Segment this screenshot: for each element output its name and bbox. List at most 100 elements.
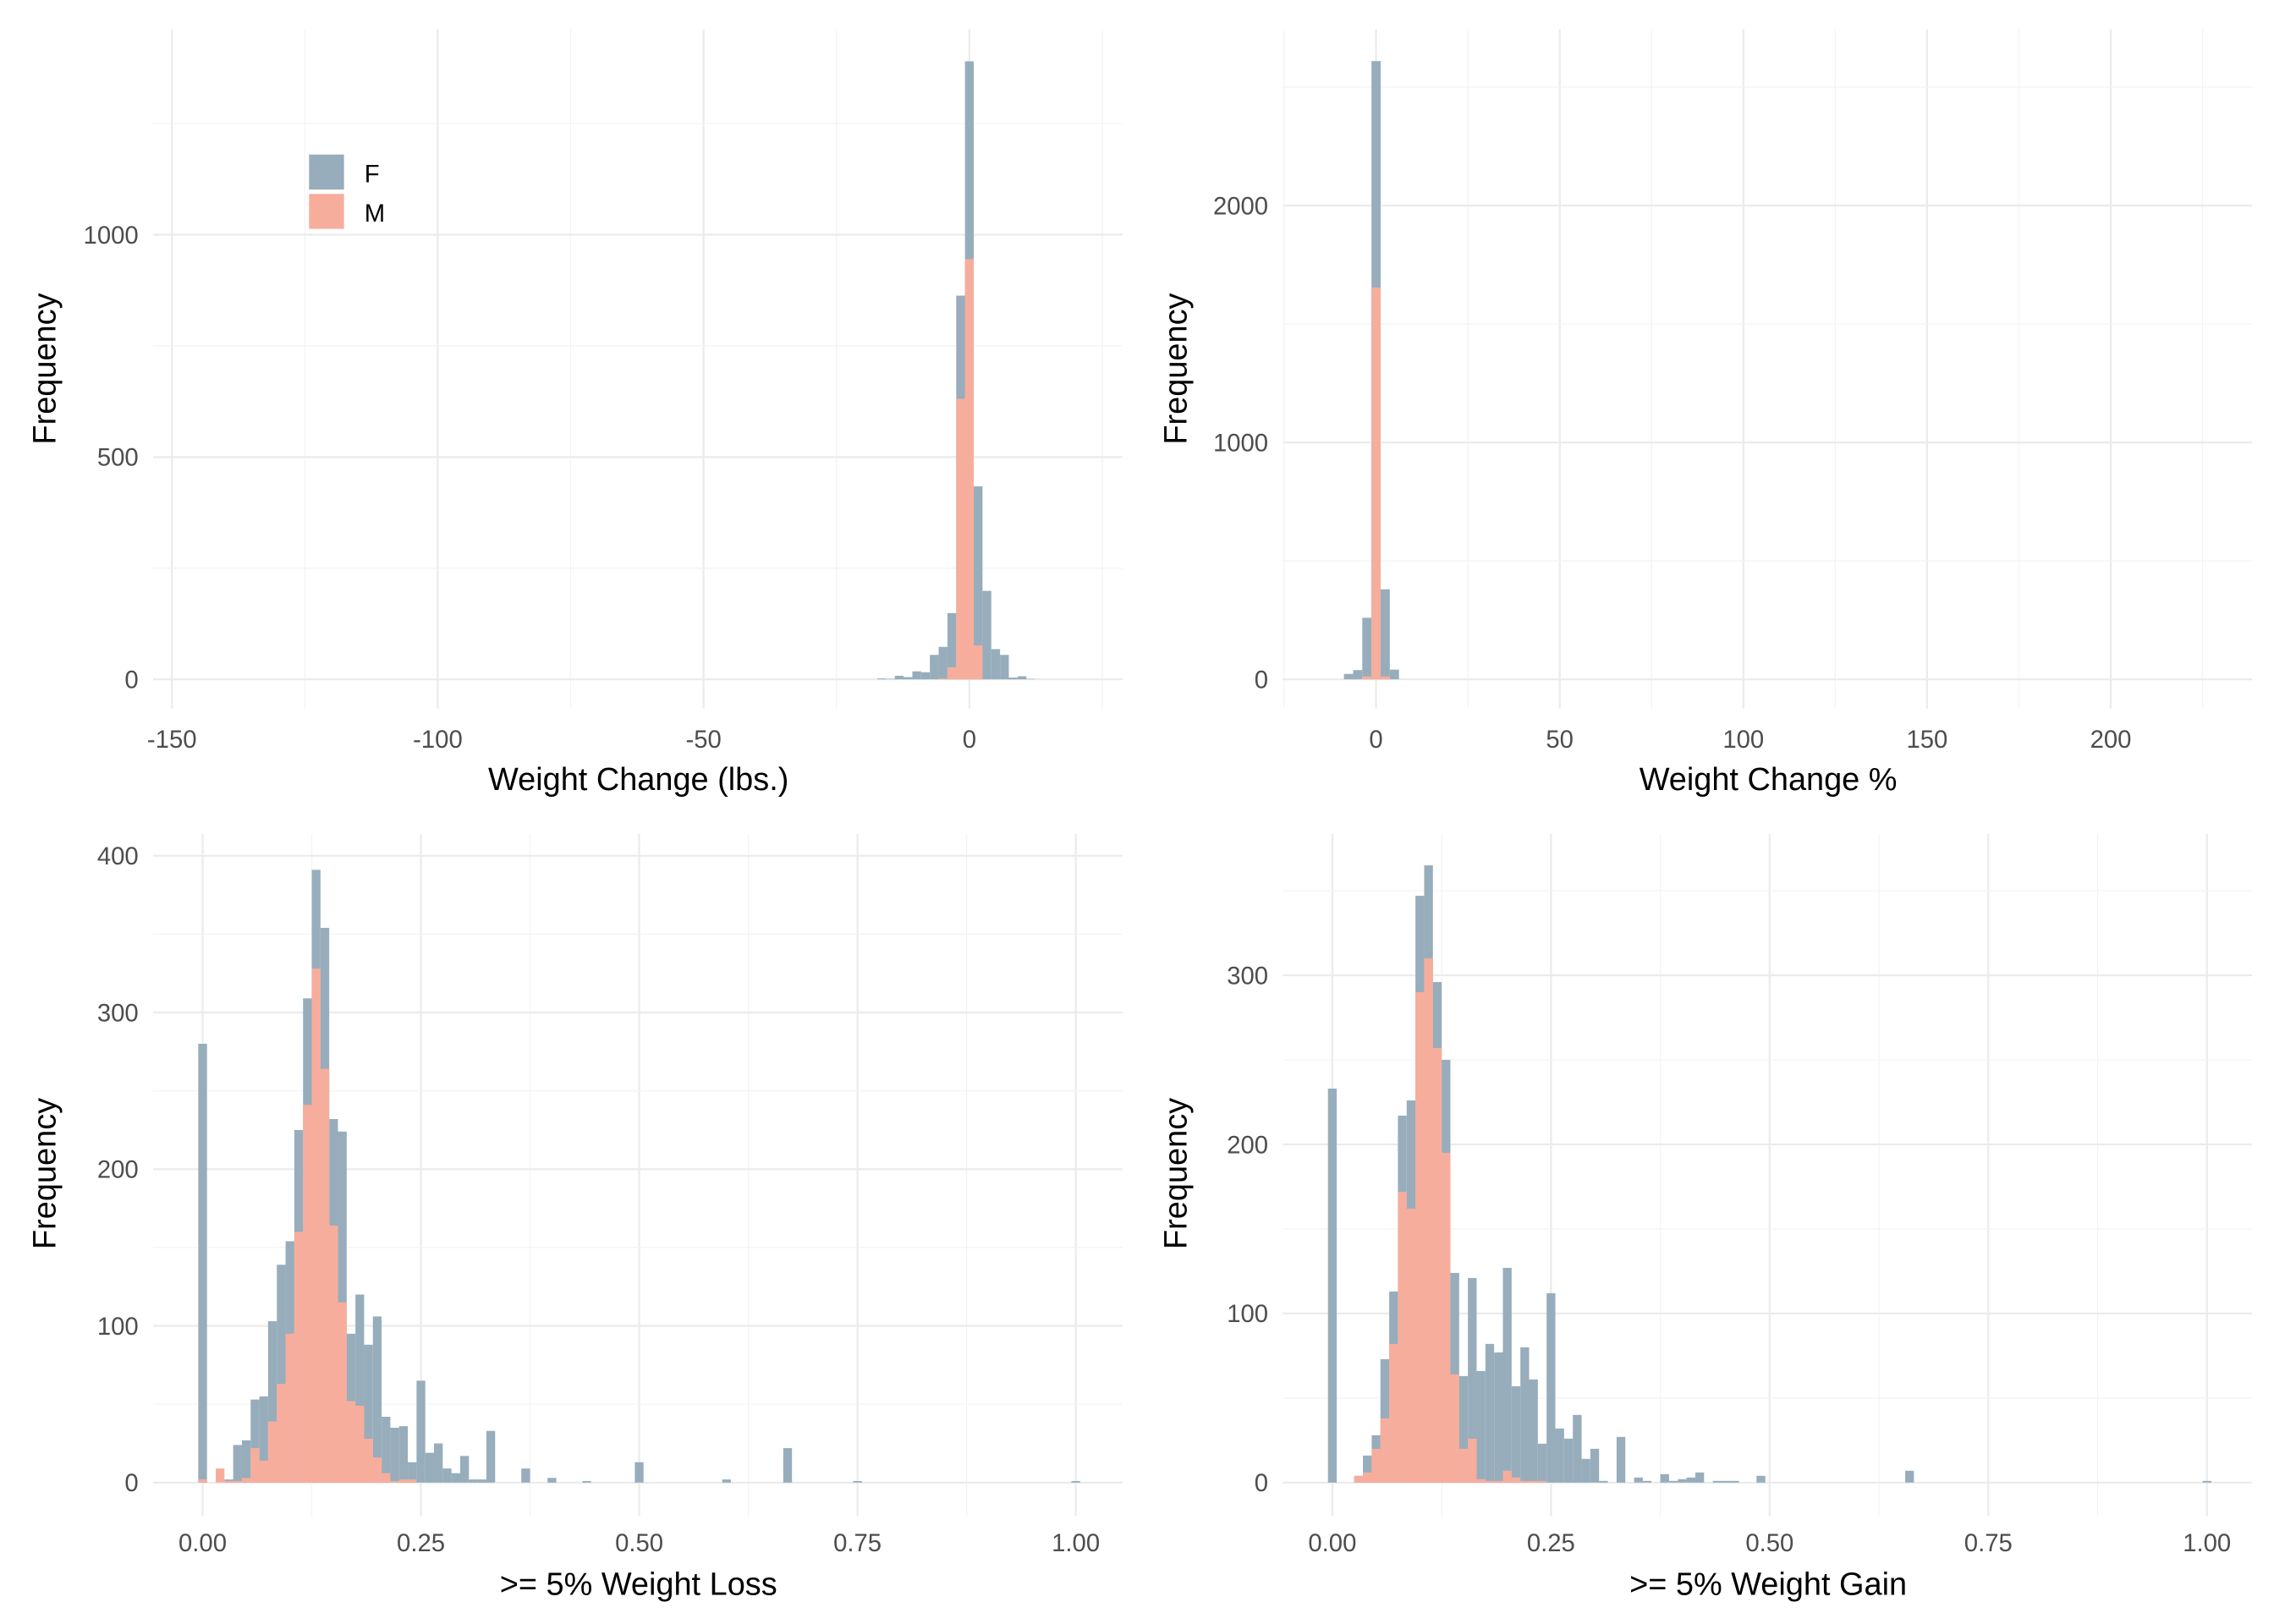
bar-m [964, 259, 975, 680]
bar-m [1537, 1480, 1547, 1483]
bar-m [974, 645, 983, 680]
bar-f [1546, 1292, 1556, 1483]
bar-f [1017, 676, 1027, 680]
bar-f [250, 1399, 260, 1483]
bar-f [442, 1468, 452, 1483]
bar-m [303, 1105, 312, 1483]
bar-f [1555, 1428, 1564, 1483]
y-tick-label: 200 [1227, 1131, 1268, 1159]
bar-f [372, 1316, 382, 1483]
x-tick-label: 150 [1906, 726, 1947, 754]
bar-m [1380, 1418, 1390, 1483]
bar-f [1678, 1479, 1687, 1483]
bar-f [1573, 1414, 1582, 1483]
bar-m [259, 1460, 268, 1483]
bar-f [982, 590, 991, 680]
bar-m [364, 1438, 373, 1483]
bar-f [390, 1427, 399, 1483]
bar-m [1415, 992, 1425, 1483]
y-tick-label: 1000 [84, 222, 139, 250]
y-axis-title: Frequency [1159, 1098, 1195, 1249]
bar-f [1476, 1370, 1486, 1483]
bar-m [1363, 1472, 1372, 1483]
bar-f [198, 1044, 207, 1483]
panel-1: -150 -100 -50 0 0 500 1000 Weight Change (lbs.)… [27, 29, 1123, 798]
bar-f [459, 1456, 470, 1483]
bar-f [451, 1473, 460, 1483]
bar-m [1354, 1475, 1364, 1483]
bar-m [355, 1406, 365, 1483]
bar-f [477, 1479, 486, 1483]
legend-swatch-f [309, 154, 344, 190]
bar-f [920, 672, 931, 680]
y-axis-title: Frequency [1159, 293, 1195, 444]
x-tick-label: 0.25 [397, 1529, 445, 1557]
legend-label-f: F [365, 160, 380, 188]
bar-f [912, 671, 921, 680]
bar-f [947, 612, 957, 680]
bar-f [974, 486, 983, 680]
bar-f [1353, 670, 1363, 680]
bar-f [991, 649, 1001, 680]
bar-m [956, 398, 965, 680]
x-tick-label: 0.50 [615, 1529, 663, 1557]
y-tick-label: 2000 [1213, 192, 1268, 220]
bar-f [1389, 669, 1399, 680]
bar-f [1000, 655, 1009, 680]
bar-f [722, 1479, 731, 1483]
x-tick-label: 0.00 [179, 1529, 227, 1557]
bar-f [1686, 1477, 1695, 1483]
bar-f [1616, 1436, 1626, 1483]
y-tick-label: 100 [97, 1313, 139, 1341]
bar-m [1458, 1448, 1469, 1483]
bar-f [469, 1479, 478, 1483]
bar-m [277, 1384, 286, 1483]
bar-f [1590, 1448, 1600, 1483]
bar-f [233, 1445, 242, 1483]
x-tick-label: 200 [2090, 726, 2132, 754]
bar-m [1476, 1479, 1486, 1483]
bar-f [1008, 678, 1018, 680]
bar-f [1634, 1477, 1643, 1483]
legend-swatch-m [309, 194, 344, 229]
bar-f [241, 1440, 251, 1483]
bar-f [1502, 1267, 1512, 1483]
y-tick-label: 200 [97, 1156, 139, 1184]
bar-f [1520, 1347, 1530, 1483]
bar-m [241, 1478, 251, 1483]
bar-f [1494, 1352, 1503, 1483]
bar-f [634, 1462, 644, 1483]
bar-m [1485, 1480, 1495, 1483]
x-tick-label: 0.75 [833, 1529, 882, 1557]
x-tick-label: 1.00 [2183, 1529, 2231, 1557]
bar-m [408, 1479, 417, 1483]
bar-m [1529, 1480, 1538, 1483]
bar-f [1730, 1480, 1739, 1483]
bar-f [1668, 1480, 1678, 1483]
x-tick-label: -100 [413, 726, 463, 754]
bar-f [886, 678, 895, 680]
y-axis-title: Frequency [27, 293, 63, 444]
x-tick-label: 0 [1369, 726, 1382, 754]
bar-f [1363, 1455, 1372, 1483]
bar-m [267, 1421, 277, 1483]
x-axis-title: Weight Change (lbs.) [488, 762, 788, 798]
bar-m [372, 1457, 382, 1483]
bar-f [1458, 1375, 1469, 1483]
y-tick-label: 100 [1227, 1300, 1268, 1328]
bar-m [1442, 1152, 1451, 1483]
bar-m [1502, 1470, 1512, 1483]
bar-f [1695, 1472, 1705, 1483]
bar-f [521, 1468, 530, 1483]
bar-m [947, 667, 957, 680]
x-tick-label: 0.00 [1308, 1529, 1356, 1557]
bar-m [1362, 676, 1372, 680]
bar-m [382, 1473, 391, 1483]
bar-f [1581, 1458, 1590, 1483]
bar-f [582, 1480, 591, 1483]
bar-m [1371, 1448, 1381, 1483]
bar-f [267, 1320, 277, 1483]
x-tick-label: -50 [685, 726, 721, 754]
bar-f [930, 655, 939, 680]
